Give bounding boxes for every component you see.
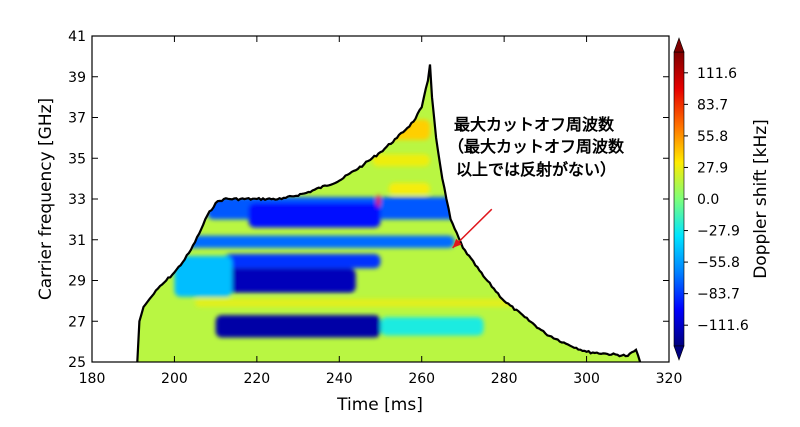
heatmap-region (380, 317, 484, 336)
y-axis-label: Carrier frequency [GHz] (36, 98, 56, 300)
colorbar-tick-label: 111.6 (697, 66, 737, 82)
colorbar-label: Doppler shift [kHz] (751, 119, 771, 279)
x-tick-label: 300 (573, 371, 600, 387)
colorbar-extend-top (673, 37, 685, 53)
colorbar-extend-bottom (673, 345, 685, 361)
annotation-text-line: 最大カットオフ周波数 (454, 115, 615, 134)
annotation-arrow-shaft (452, 208, 493, 249)
colorbar: 111.6 83.7 55.8 27.9 0.0 −27.9 −55.8 −83.7 −111.… (673, 37, 749, 361)
x-tick-label: 260 (408, 371, 435, 387)
y-tick-label: 33 (68, 192, 86, 208)
annotation-text-line: 以上では反射がない） (456, 160, 616, 179)
x-tick-label: 180 (79, 371, 106, 387)
x-tick-label: 280 (491, 371, 518, 387)
y-tick-label: 41 (68, 29, 86, 45)
heatmap-region (174, 256, 233, 297)
heatmap-region (401, 113, 410, 128)
plot-area (137, 64, 641, 362)
heatmap-region (223, 254, 381, 269)
colorbar-tick-label: 27.9 (697, 160, 728, 176)
y-tick-label: 37 (68, 111, 86, 127)
heatmap-region (376, 194, 381, 208)
heatmap-layer (137, 64, 641, 362)
heatmap-regions (174, 113, 587, 338)
heatmap-region (215, 315, 381, 338)
cutoff-boundary-line (136, 64, 642, 363)
x-axis-label: Time [ms] (336, 395, 423, 415)
x-axis: 180 200 220 240 260 280 300 320 (79, 36, 683, 387)
heatmap-region (388, 182, 430, 195)
heatmap-region (223, 268, 356, 293)
colorbar-tick-label: −111.6 (697, 318, 749, 334)
x-tick-label: 200 (161, 371, 188, 387)
heatmap-region (339, 119, 430, 140)
colorbar-body (673, 51, 685, 347)
y-axis: 25 27 29 31 33 35 37 39 41 (68, 29, 669, 371)
y-tick-label: 39 (68, 70, 86, 86)
heatmap-region (248, 203, 381, 228)
x-tick-label: 320 (656, 371, 683, 387)
colorbar-tick-label: 0.0 (697, 192, 719, 208)
annotation-text-line: （最大カットオフ周波数 (448, 137, 625, 156)
x-tick-label: 220 (243, 371, 270, 387)
heatmap-region (174, 235, 455, 248)
heatmap-region (195, 298, 587, 307)
colorbar-tick-label: 55.8 (697, 129, 728, 145)
y-tick-label: 31 (68, 233, 86, 249)
colorbar-tick-label: −55.8 (697, 255, 740, 271)
colorbar-tick-label: −27.9 (697, 224, 740, 240)
heatmap-region (372, 154, 430, 167)
colorbar-tick-label: −83.7 (697, 287, 740, 303)
x-tick-label: 240 (326, 371, 353, 387)
annotation-arrow-head (452, 238, 462, 248)
y-tick-label: 25 (68, 355, 86, 371)
colorbar-tick-label: 83.7 (697, 97, 728, 113)
y-tick-label: 27 (68, 314, 86, 330)
y-tick-label: 29 (68, 274, 86, 290)
y-tick-label: 35 (68, 151, 86, 167)
